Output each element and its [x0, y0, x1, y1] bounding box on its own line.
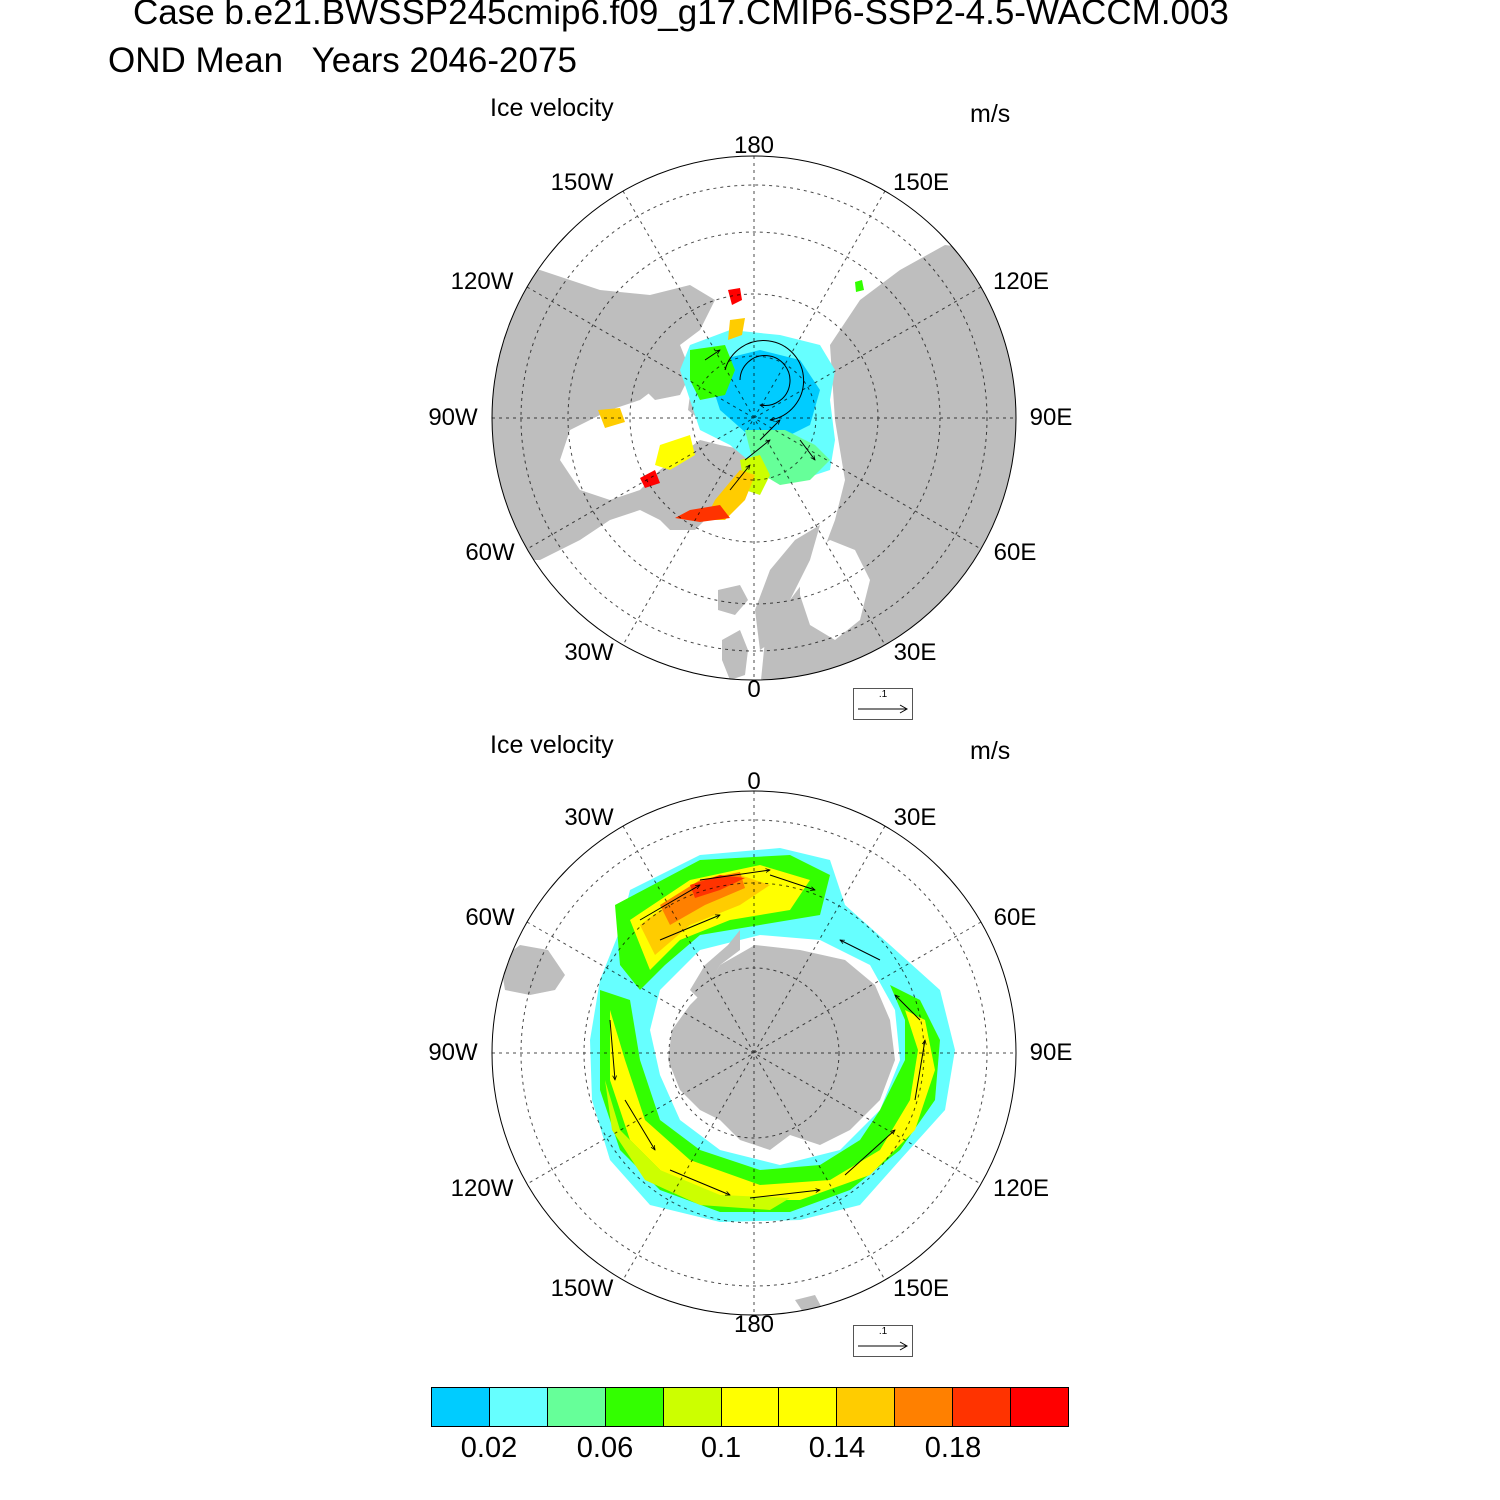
south-land-south-america [500, 945, 565, 995]
colorbar-box [836, 1387, 896, 1427]
colorbar-label: 0.1 [700, 1432, 742, 1464]
south-lon-label: 0 [747, 768, 761, 795]
colorbar-box [431, 1387, 490, 1427]
colorbar-box [546, 1387, 606, 1427]
north-variable-label: Ice velocity [490, 94, 614, 122]
period-title: OND Mean Years 2046-2075 [108, 41, 577, 80]
south-velocity-vectors [609, 870, 925, 1199]
north-border [491, 155, 1017, 681]
south-border [491, 790, 1017, 1316]
south-lon-label: 30E [893, 804, 937, 831]
south-lon-label: 30W [564, 804, 614, 831]
north-lon-label: 30W [564, 639, 614, 666]
colorbar-box [662, 1387, 722, 1427]
north-lon-label: 90E [1029, 404, 1073, 431]
south-lon-label: 120E [992, 1175, 1050, 1202]
south-lon-label: 180 [733, 1311, 775, 1338]
colorbar [431, 1387, 1069, 1427]
north-land-iceland [718, 585, 748, 615]
south-graticule [492, 791, 1016, 1315]
north-land-greenland [650, 445, 750, 530]
south-lon-label: 60W [465, 904, 515, 931]
north-lon-label: 90W [428, 404, 478, 431]
colorbar-box [604, 1387, 664, 1427]
south-lon-label: 60E [993, 904, 1037, 931]
colorbar-label: 0.18 [924, 1432, 982, 1464]
south-units-label: m/s [970, 737, 1011, 765]
north-lon-label: 120W [450, 268, 514, 295]
colorbar-box [1010, 1387, 1069, 1427]
north-lon-label: 0 [747, 676, 761, 703]
north-lon-label: 180 [733, 132, 775, 159]
south-lon-label: 150E [892, 1275, 950, 1302]
colorbar-box [894, 1387, 954, 1427]
south-variable-label: Ice velocity [490, 731, 614, 759]
north-reference-value: .1 [878, 689, 888, 700]
north-lon-label: 120E [992, 268, 1050, 295]
north-velocity-vectors [704, 340, 815, 491]
case-title: Case b.e21.BWSSP245cmip6.f09_g17.CMIP6-S… [133, 0, 1229, 32]
colorbar-box [778, 1387, 838, 1427]
reference-arrow-icon [858, 1341, 909, 1351]
colorbar-label: 0.06 [576, 1432, 634, 1464]
south-land-antarctica [668, 945, 895, 1150]
north-units-label: m/s [970, 100, 1011, 128]
south-lon-label: 90E [1029, 1039, 1073, 1066]
colorbar-box [952, 1387, 1012, 1427]
colorbar-label: 0.14 [808, 1432, 866, 1464]
south-reference-value: .1 [878, 1326, 888, 1337]
north-reference-vector: .1 [853, 688, 913, 720]
north-lon-label: 60W [465, 539, 515, 566]
north-polar-map [491, 155, 1017, 681]
north-lon-label: 60E [993, 539, 1037, 566]
north-lon-label: 150W [550, 169, 614, 196]
south-polar-map [491, 790, 1017, 1316]
north-lon-label: 30E [893, 639, 937, 666]
colorbar-box [488, 1387, 548, 1427]
south-lon-label: 90W [428, 1039, 478, 1066]
north-graticule [492, 156, 1016, 680]
south-lon-label: 120W [450, 1175, 514, 1202]
colorbar-box [720, 1387, 780, 1427]
colorbar-label: 0.02 [460, 1432, 518, 1464]
north-land-uk [722, 630, 748, 680]
south-land-peninsula [690, 930, 740, 1000]
south-lon-label: 150W [550, 1275, 614, 1302]
south-reference-vector: .1 [853, 1325, 913, 1357]
north-land-scandinavia [800, 540, 870, 640]
reference-arrow-icon [858, 704, 909, 714]
north-lon-label: 150E [892, 169, 950, 196]
north-land-norway [755, 525, 820, 650]
